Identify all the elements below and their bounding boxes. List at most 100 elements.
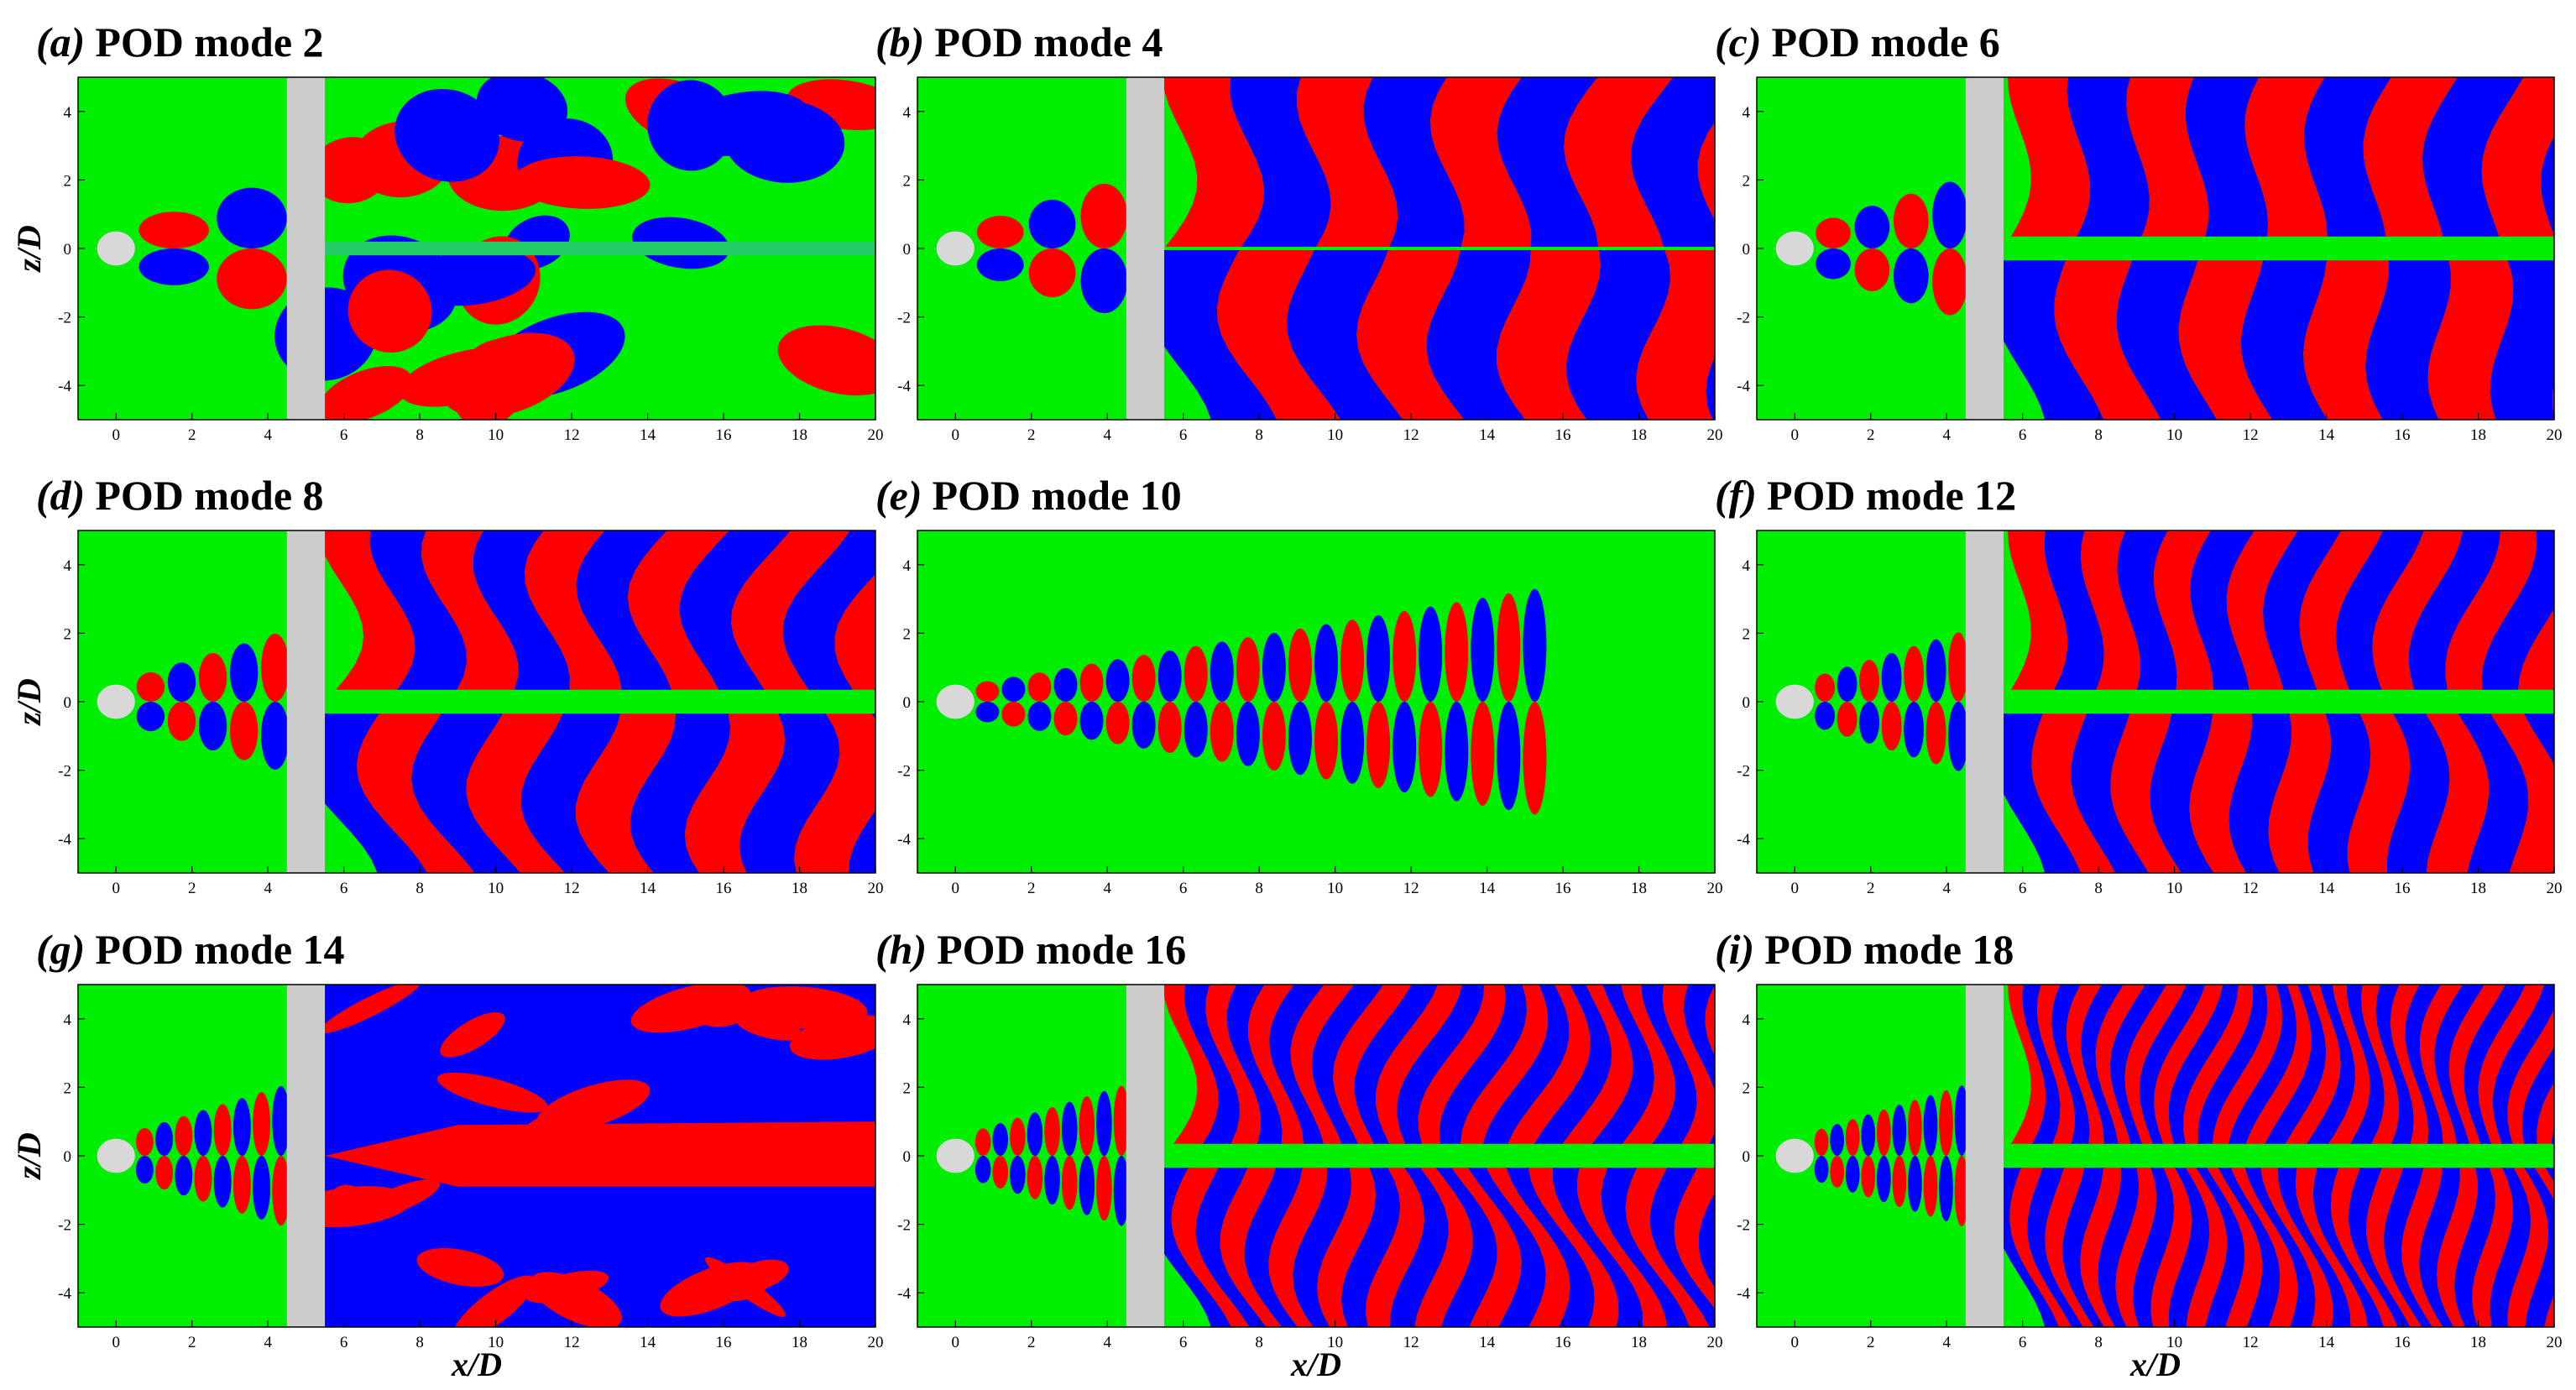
near-wake-blob	[1923, 1095, 1938, 1157]
mode-stripe	[739, 713, 840, 873]
mode-stripe	[2568, 985, 2576, 1144]
mode-blob	[347, 269, 432, 353]
y-tick-label: -4	[1737, 831, 1750, 849]
y-tick-label: -2	[897, 310, 911, 327]
mode-stripe	[2054, 260, 2161, 420]
y-tick-label: 0	[903, 1148, 912, 1166]
near-wake-blob	[198, 652, 227, 702]
x-tick-label: 10	[2166, 880, 2182, 897]
mode-blob	[452, 1275, 535, 1327]
x-axis-label: x/D	[2129, 1346, 2181, 1383]
near-wake-blob	[1053, 667, 1078, 702]
near-wake-blob	[1925, 639, 1946, 702]
near-wake-blob	[1497, 593, 1521, 702]
panel-title: (c) POD mode 6	[1715, 18, 2000, 65]
near-wake-blob	[1028, 248, 1076, 298]
x-tick-label: 4	[264, 426, 272, 444]
x-tick-label: 20	[1707, 880, 1723, 897]
x-tick-label: 4	[1942, 426, 1951, 444]
y-tick-label: 0	[1743, 694, 1751, 712]
cylinder	[1775, 684, 1814, 719]
near-wake-blob	[138, 248, 209, 285]
near-wake-blob	[1814, 1128, 1829, 1156]
downstream-obstacle	[1126, 985, 1165, 1327]
x-tick-label: 0	[951, 880, 959, 897]
near-wake-blob	[1948, 702, 1969, 771]
x-tick-label: 6	[1179, 1334, 1188, 1351]
mode-stripe	[2268, 713, 2332, 873]
y-tick-label: 4	[64, 104, 72, 122]
x-tick-label: 10	[1327, 880, 1343, 897]
near-wake-blob	[1236, 702, 1260, 766]
mode-stripe	[1992, 260, 2104, 420]
x-tick-label: 0	[1790, 880, 1799, 897]
x-tick-label: 16	[716, 426, 732, 444]
cylinder	[1775, 1138, 1814, 1173]
mode-stripe	[1697, 122, 1715, 221]
mode-stripe	[2347, 713, 2411, 873]
mode-blob	[789, 1015, 875, 1060]
mode-stripe	[1341, 1168, 1401, 1327]
downstream-obstacle	[1965, 985, 2004, 1327]
mode-stripe	[2304, 77, 2391, 237]
mode-stripe	[1171, 1168, 1250, 1327]
mode-stripe	[1684, 985, 1715, 1144]
mode-stripe	[2545, 1168, 2554, 1183]
x-tick-label: 10	[488, 880, 504, 897]
near-wake-blob	[1814, 1156, 1829, 1184]
mode-stripe	[2022, 985, 2061, 1144]
downstream-obstacle	[286, 985, 326, 1327]
y-tick-label: -2	[58, 310, 71, 327]
y-tick-label: 0	[903, 241, 912, 259]
mode-stripe	[1268, 1168, 1328, 1327]
mode-stripe	[1482, 985, 1570, 1144]
mode-stripe	[2036, 985, 2076, 1144]
mode-stripe	[2285, 985, 2341, 1144]
x-tick-label: 6	[340, 426, 348, 444]
mode-stripe	[2372, 530, 2464, 690]
x-tick-label: 12	[2243, 426, 2259, 444]
mode-stripe	[2263, 530, 2342, 690]
mode-blob	[358, 1178, 441, 1219]
near-wake-blob	[194, 1156, 212, 1202]
mode-stripe	[2556, 530, 2576, 690]
near-wake-blob	[233, 1098, 251, 1156]
y-tick-label: 0	[1743, 1148, 1751, 1166]
x-tick-label: 8	[2094, 426, 2103, 444]
y-tick-label: -4	[1737, 378, 1750, 395]
mode-stripe	[2185, 77, 2269, 237]
x-tick-label: 14	[640, 880, 656, 897]
x-tick-label: 4	[1103, 426, 1111, 444]
cylinder	[936, 231, 974, 266]
near-wake-blob	[975, 681, 1000, 702]
near-wake-blob	[175, 1116, 193, 1156]
mode-stripe	[2062, 1168, 2105, 1327]
mode-stripe	[2541, 136, 2554, 237]
mode-blob	[440, 1011, 505, 1058]
y-tick-label: 0	[64, 241, 72, 259]
x-tick-label: 18	[1631, 1334, 1647, 1351]
y-tick-label: -4	[897, 378, 911, 395]
near-wake-blob	[1830, 1123, 1845, 1157]
near-wake-blob	[1027, 672, 1052, 702]
x-tick-label: 8	[415, 1334, 424, 1351]
y-tick-label: 0	[1743, 241, 1751, 259]
mode-stripe	[2228, 985, 2297, 1144]
mode-stripe	[2426, 713, 2490, 873]
x-tick-label: 12	[564, 880, 580, 897]
x-tick-label: 20	[868, 1334, 884, 1351]
mode-stripe	[1183, 985, 1240, 1144]
mode-stripe	[2391, 985, 2429, 1144]
near-wake-blob	[1393, 610, 1417, 702]
near-wake-blob	[1288, 628, 1312, 702]
mode-stripe	[2081, 985, 2124, 1144]
near-wake-blob	[1366, 702, 1391, 788]
y-tick-label: 2	[1743, 1079, 1751, 1097]
mode-stripe	[2551, 1126, 2554, 1144]
y-tick-label: 2	[64, 172, 72, 190]
mode-stripe	[2408, 530, 2500, 690]
y-tick-label: 2	[903, 1079, 912, 1097]
near-wake-blob	[1830, 1156, 1845, 1189]
